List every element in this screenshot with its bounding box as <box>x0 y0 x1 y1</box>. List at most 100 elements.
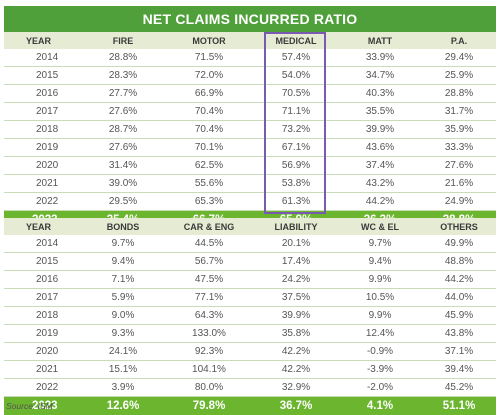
table-cell: 2021 <box>4 174 82 193</box>
table-cell: 33.3% <box>422 138 496 157</box>
column-header: P.A. <box>422 32 496 49</box>
table-cell: 2020 <box>4 342 82 361</box>
table-cell: 133.0% <box>164 324 254 343</box>
table-cell: 2021 <box>4 360 82 379</box>
table-cell: 9.3% <box>82 324 164 343</box>
table-cell: 40.3% <box>338 84 422 103</box>
table-cell: 37.5% <box>254 288 338 307</box>
table-cell: 27.6% <box>82 138 164 157</box>
table-cell: 43.6% <box>338 138 422 157</box>
table-cell: 2016 <box>4 84 82 103</box>
header-row: YEAR FIRE MOTOR MEDICAL MATT P.A. <box>4 32 496 49</box>
column-header: FIRE <box>82 32 164 49</box>
table-cell: 2017 <box>4 102 82 121</box>
table-row: 2017 27.6% 70.4% 71.1% 35.5% 31.7% <box>4 102 496 121</box>
table-cell: 48.8% <box>422 252 496 271</box>
table-cell: 45.2% <box>422 378 496 397</box>
table-cell: 20.1% <box>254 235 338 253</box>
table-cell: 70.4% <box>164 120 254 139</box>
table-cell: 27.6% <box>422 156 496 175</box>
claims-ratio-table-1: YEAR FIRE MOTOR MEDICAL MATT P.A. 2014 28.8% 71… <box>4 32 496 229</box>
table-cell: 2018 <box>4 306 82 325</box>
header-row: YEAR BONDS CAR & ENG LIABILITY WC & EL OTHERS <box>4 218 496 235</box>
table-cell: 27.7% <box>82 84 164 103</box>
table-cell: 7.1% <box>82 270 164 289</box>
table-cell: 77.1% <box>164 288 254 307</box>
table-cell: 104.1% <box>164 360 254 379</box>
table-cell: 70.5% <box>254 84 338 103</box>
table-cell: -3.9% <box>338 360 422 379</box>
table-cell: 12.4% <box>338 324 422 343</box>
table-cell: 29.5% <box>82 192 164 211</box>
table-row: 2016 7.1% 47.5% 24.2% 9.9% 44.2% <box>4 270 496 289</box>
table-cell: 2017 <box>4 288 82 307</box>
column-header: LIABILITY <box>254 218 338 235</box>
total-cell: 79.8% <box>164 396 254 415</box>
table-cell: 9.9% <box>338 270 422 289</box>
table-cell: 3.9% <box>82 378 164 397</box>
table-cell: 35.8% <box>254 324 338 343</box>
table-row: 2016 27.7% 66.9% 70.5% 40.3% 28.8% <box>4 84 496 103</box>
table-title: NET CLAIMS INCURRED RATIO <box>4 6 496 32</box>
table-cell: 9.4% <box>338 252 422 271</box>
table-cell: 56.7% <box>164 252 254 271</box>
table-row: 2014 28.8% 71.5% 57.4% 33.9% 29.4% <box>4 49 496 67</box>
table-row: 2019 27.6% 70.1% 67.1% 43.6% 33.3% <box>4 138 496 157</box>
table-cell: 67.1% <box>254 138 338 157</box>
table-cell: 2015 <box>4 252 82 271</box>
total-cell: 4.1% <box>338 396 422 415</box>
table-cell: 70.1% <box>164 138 254 157</box>
table-cell: 45.9% <box>422 306 496 325</box>
table-cell: 2020 <box>4 156 82 175</box>
table-cell: 53.8% <box>254 174 338 193</box>
table-cell: 92.3% <box>164 342 254 361</box>
table-row: 2020 31.4% 62.5% 56.9% 37.4% 27.6% <box>4 156 496 175</box>
table-cell: 2015 <box>4 66 82 85</box>
table-cell: 2014 <box>4 49 82 67</box>
table-cell: 56.9% <box>254 156 338 175</box>
table-row: 2021 15.1% 104.1% 42.2% -3.9% 39.4% <box>4 360 496 379</box>
table-cell: 39.9% <box>254 306 338 325</box>
table-cell: 44.2% <box>338 192 422 211</box>
table-cell: 24.1% <box>82 342 164 361</box>
table-cell: 15.1% <box>82 360 164 379</box>
column-header: MATT <box>338 32 422 49</box>
table-cell: 80.0% <box>164 378 254 397</box>
table-cell: 25.9% <box>422 66 496 85</box>
table-cell: 71.5% <box>164 49 254 67</box>
table-cell: 61.3% <box>254 192 338 211</box>
column-header: CAR & ENG <box>164 218 254 235</box>
table-cell: 71.1% <box>254 102 338 121</box>
table-cell: 35.9% <box>422 120 496 139</box>
total-row: 2023 12.6% 79.8% 36.7% 4.1% 51.1% <box>4 396 496 415</box>
table-row: 2015 9.4% 56.7% 17.4% 9.4% 48.8% <box>4 252 496 271</box>
table-cell: 49.9% <box>422 235 496 253</box>
table-cell: 9.7% <box>338 235 422 253</box>
table-cell: 17.4% <box>254 252 338 271</box>
total-cell: 12.6% <box>82 396 164 415</box>
table-row: 2015 28.3% 72.0% 54.0% 34.7% 25.9% <box>4 66 496 85</box>
table-cell: 55.6% <box>164 174 254 193</box>
table-cell: 44.0% <box>422 288 496 307</box>
column-header: MEDICAL <box>254 32 338 49</box>
column-header: BONDS <box>82 218 164 235</box>
table-cell: 5.9% <box>82 288 164 307</box>
table-cell: 72.0% <box>164 66 254 85</box>
column-header: WC & EL <box>338 218 422 235</box>
table-row: 2022 29.5% 65.3% 61.3% 44.2% 24.9% <box>4 192 496 211</box>
column-header: YEAR <box>4 32 82 49</box>
source-note: Source: ISM <box>6 401 53 411</box>
table-cell: 39.4% <box>422 360 496 379</box>
claims-ratio-table-2: YEAR BONDS CAR & ENG LIABILITY WC & EL OTHERS… <box>4 218 496 415</box>
table-cell: 24.2% <box>254 270 338 289</box>
table-cell: 21.6% <box>422 174 496 193</box>
table-row: 2021 39.0% 55.6% 53.8% 43.2% 21.6% <box>4 174 496 193</box>
table-cell: 42.2% <box>254 342 338 361</box>
table-cell: 62.5% <box>164 156 254 175</box>
table-cell: 34.7% <box>338 66 422 85</box>
table-cell: 64.3% <box>164 306 254 325</box>
table-cell: 28.3% <box>82 66 164 85</box>
table-cell: 2014 <box>4 235 82 253</box>
table-cell: 39.9% <box>338 120 422 139</box>
table-cell: 2019 <box>4 324 82 343</box>
